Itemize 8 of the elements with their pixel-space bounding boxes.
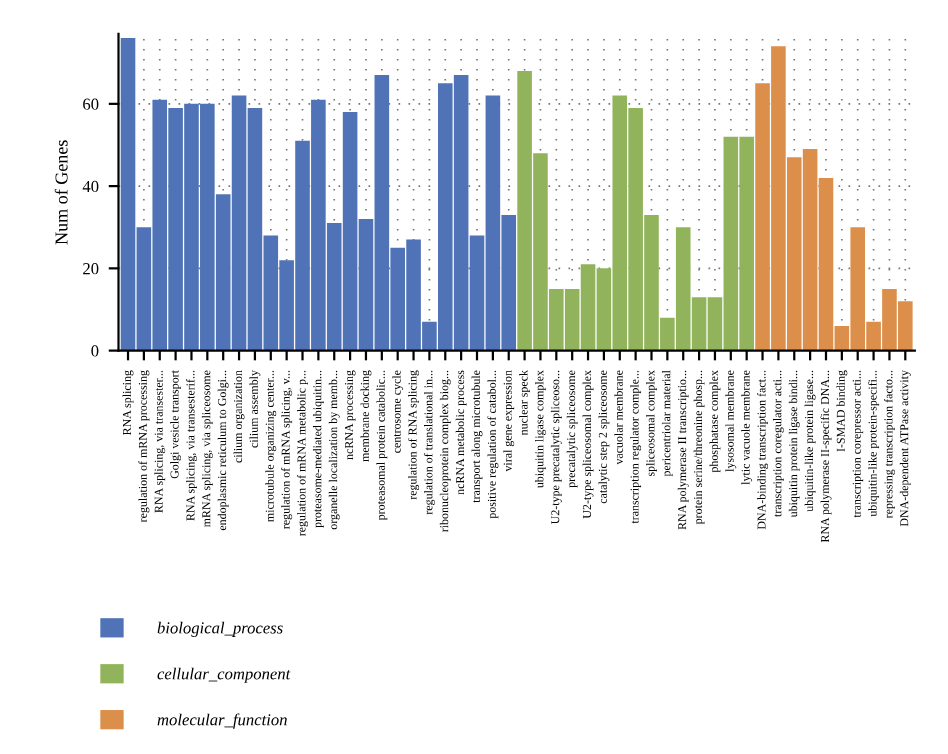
- y-axis-title: Num of Genes: [54, 140, 68, 245]
- legend-label: cellular_component: [157, 667, 291, 683]
- legend-label: molecular_function: [157, 713, 287, 729]
- legend-label: biological_process: [157, 621, 283, 637]
- y-tick-label: 20: [83, 263, 99, 275]
- y-tick-label: 0: [91, 345, 99, 357]
- y-tick-label: 60: [83, 98, 99, 110]
- y-tick-label: 40: [82, 180, 99, 193]
